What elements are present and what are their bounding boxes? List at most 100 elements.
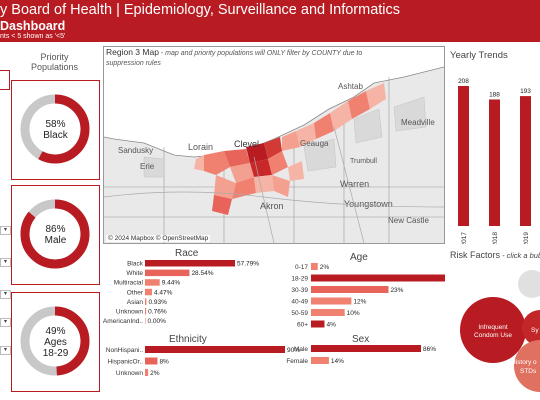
bar[interactable]	[311, 357, 329, 364]
region-map[interactable]: Ashtab Sandusky Erie Lorain Clevel Geaug…	[104, 47, 444, 243]
bar-value-label: 4%	[326, 322, 336, 329]
bar-category-label: HispanicOr..	[108, 359, 144, 366]
place-label: Akron	[260, 201, 284, 211]
donut-chart-age	[20, 306, 90, 376]
priority-donut-panel-2[interactable]: 86% Male	[11, 185, 100, 285]
bar[interactable]	[145, 346, 285, 353]
map-credit: © 2024 Mapbox © OpenStreetMap	[106, 235, 211, 242]
bar[interactable]	[145, 298, 147, 305]
bar[interactable]	[311, 345, 421, 352]
bar[interactable]	[145, 369, 149, 376]
race-title: Race	[175, 248, 199, 259]
risk-bubble-label: Sy	[531, 327, 539, 334]
bar-category-label: 60+	[297, 322, 308, 329]
yearly-value-label: 188	[489, 91, 500, 98]
place-label: Warren	[340, 179, 369, 189]
bar-category-label: 50-59	[291, 310, 308, 317]
donut-pct: 58%	[45, 119, 66, 130]
bar-category-label: 18-29	[291, 276, 308, 283]
risk-factors-panel: Risk Factors - click a bub Infrequent Co…	[448, 246, 540, 400]
bar[interactable]	[145, 269, 190, 277]
priority-donut-panel-1[interactable]: 58% Black	[11, 80, 100, 180]
bar-value-label: 57.79%	[237, 261, 259, 268]
yearly-bar[interactable]	[489, 99, 500, 226]
bar-category-label: White	[126, 270, 143, 277]
bar-value-label: 2%	[150, 370, 160, 377]
donut-pct: 49%	[45, 326, 66, 337]
region-map-panel[interactable]: Ashtab Sandusky Erie Lorain Clevel Geaug…	[103, 46, 445, 244]
risk-bubble-label-2: Condom Use	[474, 332, 512, 339]
bar[interactable]	[311, 320, 325, 328]
donut-label: Male	[44, 235, 67, 246]
demographics-charts: Race Black 57.79% White 28.54% Multiracial 9.…	[103, 248, 445, 377]
bar[interactable]	[145, 279, 160, 286]
yearly-value-label: 193	[520, 88, 531, 95]
bar-category-label: Unknown	[116, 370, 143, 377]
bar[interactable]	[311, 286, 389, 293]
donut-arc	[20, 306, 90, 376]
bar-category-label: AmericanInd..	[103, 318, 143, 325]
bar-value-label: 23%	[390, 287, 403, 294]
place-label: Clevel	[234, 139, 259, 149]
yearly-year-label: 2018	[492, 232, 499, 244]
priority-donut-panel-3[interactable]: 49% Ages 18-29	[11, 292, 100, 392]
risk-bubble-chart[interactable]: Infrequent Condom Use Sy History o STDs	[448, 246, 540, 400]
donut-arc	[20, 94, 90, 164]
bar-value-label: 86%	[423, 346, 436, 353]
bar-value-label: 12%	[353, 299, 366, 306]
bar-value-label: 9.44%	[162, 280, 181, 287]
bar[interactable]	[311, 263, 318, 270]
bar-category-label: Unknown	[116, 309, 143, 316]
risk-bubble-label: History o	[511, 359, 537, 366]
yearly-trends-title: Yearly Trends	[450, 50, 508, 61]
risk-bubble-syphilis[interactable]	[522, 310, 540, 346]
donut-label-2: 18-29	[42, 348, 69, 359]
header-banner: y Board of Health | Epidemiology, Survei…	[0, 0, 540, 42]
bar-category-label: Male	[294, 346, 308, 353]
risk-bubble-faint[interactable]	[518, 270, 540, 298]
bar-category-label: Other	[127, 289, 144, 296]
sex-title: Sex	[352, 334, 369, 345]
bar[interactable]	[311, 309, 345, 316]
place-label: Lorain	[188, 142, 213, 152]
bar[interactable]	[145, 357, 158, 365]
bar-value-label: 2%	[320, 264, 330, 271]
yearly-trends-chart[interactable]: 208 2017 188 2018 193 2019	[448, 46, 540, 244]
donut-chart-male	[20, 199, 90, 269]
bar-value-label: 14%	[331, 358, 344, 365]
risk-bubble-condom[interactable]	[460, 297, 526, 363]
yearly-bar[interactable]	[458, 86, 469, 226]
yearly-bar[interactable]	[520, 96, 531, 226]
bar-category-label: Female	[286, 358, 308, 365]
bar-value-label: 0.93%	[148, 299, 167, 306]
place-label: Ashtab	[338, 82, 363, 91]
dashboard-title: y Board of Health | Epidemiology, Survei…	[0, 2, 401, 18]
donut-arc	[20, 199, 90, 269]
bar[interactable]	[145, 317, 146, 325]
bar-category-label: 30-39	[291, 287, 308, 294]
bar[interactable]	[311, 297, 352, 305]
bar-value-label: 8%	[159, 359, 169, 366]
suppression-note: nts < 5 shown as '<5'	[0, 33, 66, 40]
bar-value-label: 4.47%	[154, 289, 173, 296]
bar[interactable]	[145, 260, 235, 267]
bar-value-label: 0.76%	[148, 309, 167, 316]
priority-populations-title: Priority Populations	[30, 52, 79, 72]
place-label: Meadville	[401, 118, 435, 127]
bar[interactable]	[145, 308, 147, 315]
bar-category-label: Multiracial	[114, 280, 144, 287]
risk-factors-header: Risk Factors - click a bub	[450, 250, 540, 260]
filter-dropdown-2[interactable]: ▾	[0, 258, 11, 267]
bar[interactable]	[145, 288, 152, 296]
filter-dropdown-5[interactable]: ▾	[0, 346, 11, 355]
filter-dropdown-1[interactable]: ▾	[0, 226, 11, 235]
yearly-trends-panel: Yearly Trends 208 2017 188 2018 193 2019	[448, 46, 540, 244]
left-control-strip	[0, 70, 10, 90]
bar[interactable]	[311, 274, 445, 282]
bar-value-label: 0.00%	[148, 318, 167, 325]
filter-dropdown-3[interactable]: ▾	[0, 290, 11, 299]
filter-dropdown-4[interactable]: ▾	[0, 318, 11, 327]
risk-bubble-std-history[interactable]	[514, 340, 540, 392]
donut-pct: 86%	[45, 224, 66, 235]
place-label: Sandusky	[118, 146, 153, 155]
